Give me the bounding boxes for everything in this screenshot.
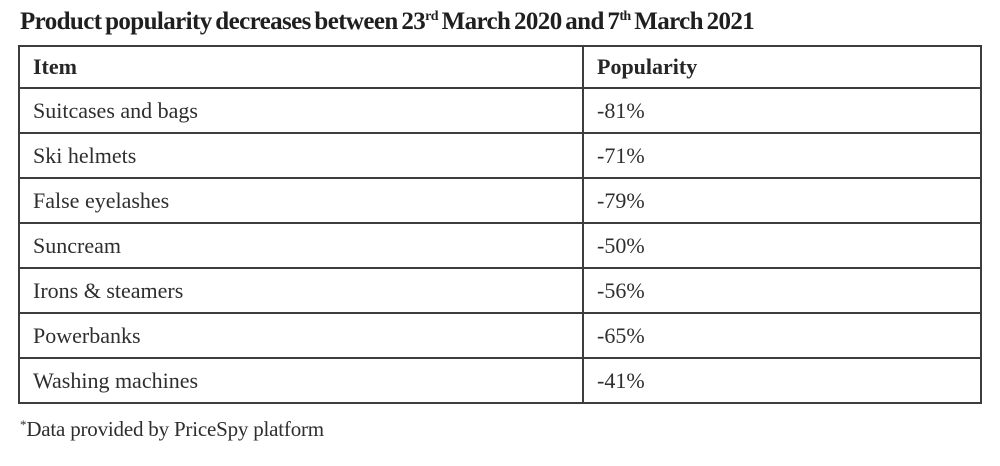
footnote-asterisk: * <box>20 417 27 432</box>
table-header-row: Item Popularity <box>18 45 982 89</box>
item-cell: False eyelashes <box>18 177 584 224</box>
popularity-cell: -50% <box>582 222 982 269</box>
popularity-cell: -41% <box>582 357 982 404</box>
column-header-item: Item <box>18 45 584 89</box>
item-cell: Irons & steamers <box>18 267 584 314</box>
title-text-part1: Product popularity decreases between 23 <box>20 8 426 35</box>
footnote-text: Data provided by PriceSpy platform <box>26 417 324 441</box>
column-header-popularity: Popularity <box>582 45 982 89</box>
title-text-part2: March 2020 and 7 <box>437 8 620 35</box>
title-superscript-th: th <box>619 9 631 24</box>
popularity-cell: -71% <box>582 132 982 179</box>
table-row: Washing machines -41% <box>18 357 982 404</box>
footnote: *Data provided by PriceSpy platform <box>20 417 980 442</box>
item-cell: Suncream <box>18 222 584 269</box>
table-row: Suitcases and bags -81% <box>18 87 982 134</box>
item-cell: Washing machines <box>18 357 584 404</box>
item-cell: Powerbanks <box>18 312 584 359</box>
item-cell: Ski helmets <box>18 132 584 179</box>
popularity-cell: -65% <box>582 312 982 359</box>
popularity-table: Item Popularity Suitcases and bags -81% … <box>18 45 982 404</box>
table-row: Irons & steamers -56% <box>18 267 982 314</box>
table-row: Suncream -50% <box>18 222 982 269</box>
item-cell: Suitcases and bags <box>18 87 584 134</box>
table-row: Powerbanks -65% <box>18 312 982 359</box>
title-text-part3: March 2021 <box>630 8 755 35</box>
popularity-cell: -81% <box>582 87 982 134</box>
table-row: False eyelashes -79% <box>18 177 982 224</box>
popularity-cell: -56% <box>582 267 982 314</box>
page-title: Product popularity decreases between 23r… <box>20 8 980 36</box>
table-row: Ski helmets -71% <box>18 132 982 179</box>
popularity-cell: -79% <box>582 177 982 224</box>
title-superscript-rd: rd <box>425 9 438 24</box>
